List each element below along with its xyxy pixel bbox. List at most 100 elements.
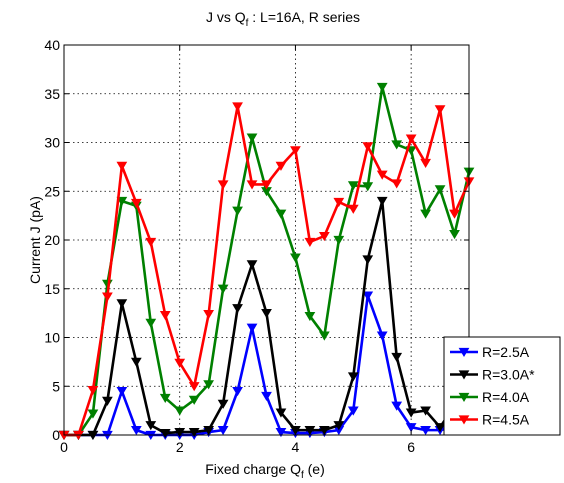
data-point: [116, 387, 128, 397]
y-tick-label: 30: [44, 135, 60, 151]
data-point: [232, 387, 243, 397]
legend-label: R=4.0A: [482, 389, 530, 405]
legend-marker: [458, 347, 470, 358]
data-point: [434, 423, 446, 433]
data-point: [318, 331, 330, 341]
data-point: [376, 196, 388, 207]
legend-entry: R=3.0A*: [450, 367, 535, 383]
data-point: [203, 380, 215, 390]
data-point: [405, 423, 417, 433]
x-axis-label: Fixed charge Qf (e): [205, 461, 325, 481]
data-point: [87, 386, 99, 396]
data-point: [174, 358, 186, 368]
data-point: [420, 158, 431, 169]
y-tick-label: 0: [52, 427, 60, 443]
legend-marker: [458, 370, 470, 380]
data-point: [261, 309, 272, 319]
data-point: [116, 299, 128, 309]
data-point: [217, 399, 229, 409]
data-point: [434, 105, 446, 115]
data-point: [391, 401, 403, 411]
data-point: [232, 304, 243, 314]
legend-entry: R=2.5A: [450, 344, 530, 360]
data-point: [275, 161, 287, 171]
y-tick-label: 25: [44, 183, 60, 199]
data-point: [145, 318, 157, 328]
data-point: [362, 291, 374, 301]
data-point: [246, 260, 258, 270]
y-tick-label: 20: [44, 232, 60, 248]
series-line: [64, 85, 471, 437]
data-point: [188, 382, 200, 392]
data-point: [347, 204, 359, 214]
data-point: [333, 197, 345, 208]
data-point: [261, 391, 272, 402]
data-point: [362, 182, 374, 192]
data-point: [391, 352, 403, 363]
y-tick-label: 35: [44, 86, 60, 102]
data-point: [420, 209, 431, 219]
data-point: [145, 421, 157, 431]
data-point: [449, 209, 460, 219]
data-point: [405, 134, 417, 144]
data-point: [217, 284, 229, 294]
data-point: [130, 198, 142, 208]
data-point: [130, 357, 142, 367]
data-point: [246, 180, 258, 190]
data-point: [318, 426, 330, 436]
data-point: [217, 180, 229, 190]
data-point: [116, 196, 128, 207]
data-point: [102, 396, 113, 406]
data-point: [362, 255, 374, 265]
data-point: [449, 230, 460, 240]
y-tick-label: 15: [44, 281, 60, 297]
data-point: [116, 161, 128, 171]
data-point: [391, 179, 403, 189]
y-axis-label: Current J (pA): [27, 196, 43, 284]
legend-entry: R=4.0A: [450, 389, 530, 405]
data-point: [304, 237, 316, 247]
data-point: [333, 421, 345, 431]
x-tick-label: 6: [407, 439, 415, 455]
data-point: [318, 232, 330, 242]
y-tick-label: 5: [52, 378, 60, 394]
data-point: [391, 140, 403, 150]
data-point: [232, 102, 243, 112]
series-R=4.0A: [58, 82, 475, 441]
data-point: [347, 406, 359, 416]
data-point: [159, 310, 171, 321]
data-point: [290, 253, 301, 263]
data-point: [261, 180, 272, 190]
grid-lines: [64, 45, 469, 435]
data-point: [188, 395, 200, 405]
legend-marker: [458, 392, 470, 403]
legend: R=2.5A R=3.0A* R=4.0A R=4.5A: [443, 336, 561, 436]
data-point: [145, 237, 157, 247]
data-point: [102, 292, 113, 302]
data-point: [246, 133, 258, 143]
data-point: [290, 146, 301, 156]
data-point: [87, 409, 99, 419]
series-R=4.5A: [58, 102, 475, 441]
data-point: [304, 426, 316, 436]
axis-ticks: 0 2 4 6 0 5 10 15 20 25 30 35 40: [44, 37, 469, 455]
data-point: [376, 82, 388, 92]
legend-label: R=3.0A*: [482, 367, 535, 383]
data-point: [130, 426, 142, 436]
data-point: [420, 406, 431, 416]
data-point: [275, 408, 287, 418]
data-point: [405, 408, 417, 418]
legend-label: R=4.5A: [482, 412, 530, 428]
data-point: [275, 209, 287, 219]
data-point: [434, 185, 446, 195]
data-point: [203, 310, 215, 320]
data-point: [333, 235, 345, 246]
chart-title: J vs Qf : L=16A, R series: [206, 9, 360, 29]
data-point: [203, 426, 215, 436]
data-point: [174, 406, 186, 416]
data-point: [362, 142, 374, 152]
data-point: [232, 206, 243, 216]
data-point: [246, 323, 258, 333]
data-point: [159, 428, 171, 439]
